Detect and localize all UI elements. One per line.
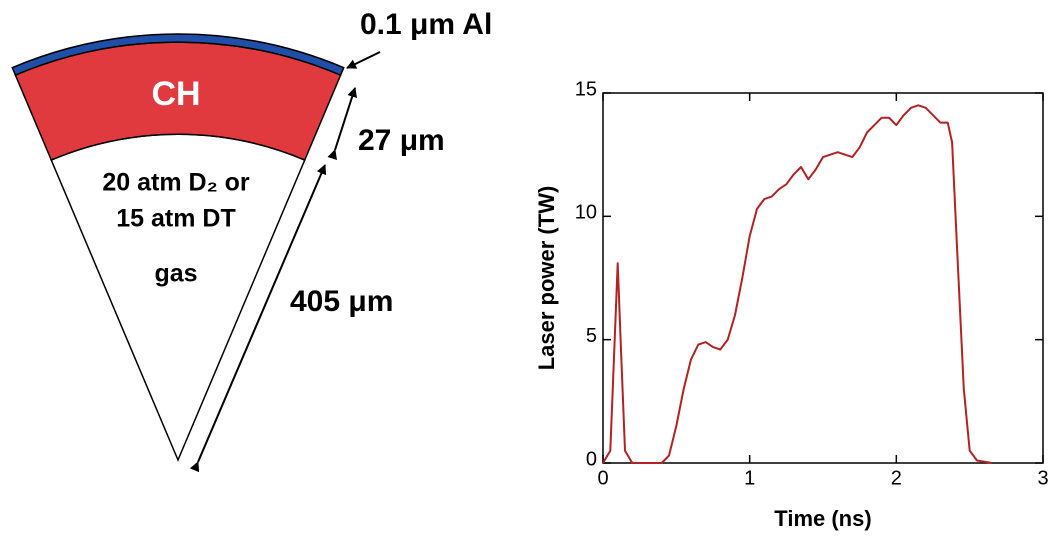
x-tick-label: 0	[597, 467, 608, 489]
al-arrow	[346, 51, 381, 69]
x-tick-label: 2	[891, 467, 902, 489]
y-tick-label: 5	[586, 325, 597, 347]
gas-label: 15 atm DT	[116, 205, 235, 233]
al-label: 0.1 μm Al	[360, 8, 492, 41]
y-axis-label: Laser power (TW)	[534, 186, 559, 371]
x-tick-label: 1	[744, 467, 755, 489]
ch-thickness-label: 27 μm	[358, 124, 445, 157]
x-tick-label: 3	[1037, 467, 1048, 489]
gas-label: gas	[154, 260, 197, 288]
ch-label: CH	[151, 75, 200, 113]
target-wedge	[11, 33, 381, 473]
al-layer	[11, 33, 345, 77]
ch-arrow	[327, 87, 357, 161]
radius-arrow	[189, 164, 327, 473]
y-tick-label: 0	[586, 448, 597, 470]
y-tick-label: 10	[575, 202, 597, 224]
x-axis-label: Time (ns)	[774, 506, 871, 531]
y-tick-label: 15	[575, 78, 597, 100]
radius-label: 405 μm	[290, 285, 393, 318]
gas-label: 20 atm D₂ or	[102, 169, 250, 197]
chart: Time (ns) Laser power (TW) 0 5 10 15 0 1 2 3	[534, 78, 1049, 531]
power-line	[602, 104, 992, 464]
plot-frame	[602, 92, 1044, 464]
